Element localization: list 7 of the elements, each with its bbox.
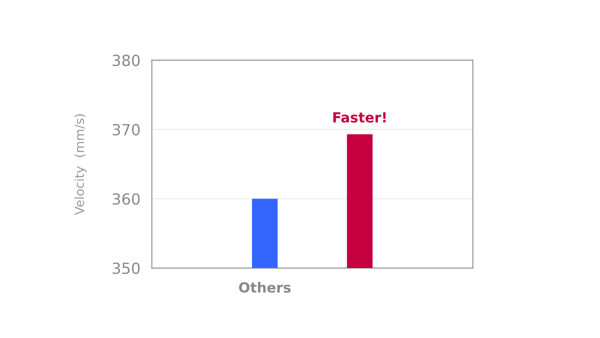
y-tick-label: 350 <box>112 262 140 274</box>
annotation: Faster! <box>333 112 386 123</box>
y-tick-label: 380 <box>112 54 140 66</box>
x-tick-label: Others <box>239 282 291 293</box>
y-tick-label: 360 <box>112 193 140 205</box>
y-tick-label: 370 <box>112 124 140 136</box>
y-axis-title: Velocity (mm/s) <box>74 114 87 215</box>
